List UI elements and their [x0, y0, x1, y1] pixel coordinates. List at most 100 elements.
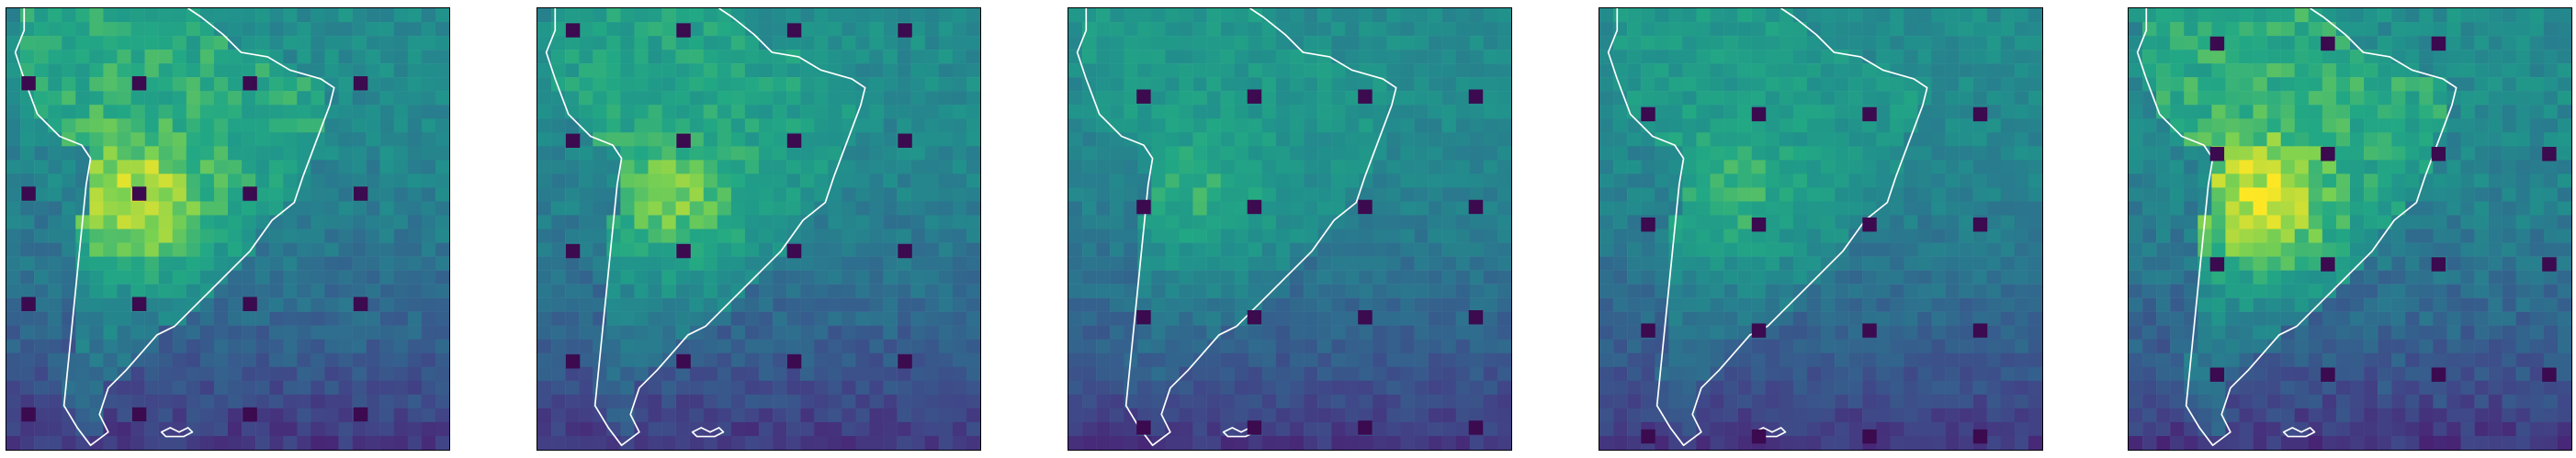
heatmap-cell: [186, 270, 201, 285]
heatmap-cell: [1876, 50, 1891, 64]
heatmap-cell: [703, 77, 718, 92]
heatmap-cell: [2474, 173, 2489, 188]
heatmap-cell: [1220, 394, 1235, 409]
heatmap-cell: [1096, 284, 1111, 298]
heatmap-cell: [537, 270, 552, 285]
heatmap-cell: [800, 366, 815, 382]
heatmap-cell: [393, 297, 409, 312]
heatmap-cell: [297, 187, 311, 202]
station-marker: [676, 133, 691, 148]
heatmap-cell: [1345, 297, 1360, 312]
heatmap-cell: [2142, 339, 2157, 354]
heatmap-cell: [1137, 77, 1152, 92]
heatmap-cell: [1165, 160, 1180, 174]
heatmap-cell: [213, 50, 229, 64]
heatmap-cell: [48, 118, 62, 133]
heatmap-cell: [1068, 146, 1083, 161]
heatmap-cell: [324, 173, 339, 188]
heatmap-cell: [786, 270, 801, 285]
heatmap-cell: [1904, 270, 1918, 285]
heatmap-cell: [648, 366, 662, 382]
heatmap-cell: [648, 187, 662, 202]
heatmap-cell: [828, 311, 842, 326]
heatmap-cell: [2543, 173, 2559, 188]
heatmap-cell: [759, 36, 774, 50]
heatmap-cell: [1751, 339, 1766, 354]
heatmap-cell: [1917, 36, 1932, 50]
heatmap-cell: [186, 366, 201, 382]
heatmap-cell: [1248, 284, 1263, 298]
heatmap-cell: [1206, 8, 1221, 23]
heatmap-cell: [2198, 8, 2212, 23]
heatmap-cell: [34, 394, 49, 409]
heatmap-cell: [2502, 105, 2516, 119]
heatmap-cell: [199, 118, 215, 133]
heatmap-cell: [1737, 91, 1752, 106]
heatmap-cell: [172, 284, 187, 298]
heatmap-cell: [730, 118, 746, 133]
heatmap-cell: [158, 201, 173, 216]
heatmap-cell: [158, 118, 173, 133]
heatmap-cell: [2391, 339, 2406, 354]
heatmap-cell: [1165, 201, 1180, 216]
heatmap-cell: [1904, 408, 1918, 423]
heatmap-cell: [1737, 36, 1752, 50]
heatmap-cell: [634, 77, 649, 92]
heatmap-cell: [324, 132, 339, 147]
heatmap-cell: [717, 173, 732, 188]
heatmap-cell: [1737, 339, 1752, 354]
heatmap-cell: [366, 36, 380, 50]
heatmap-cell: [2433, 22, 2447, 37]
heatmap-cell: [938, 173, 954, 188]
heatmap-cell: [1792, 229, 1808, 243]
heatmap-cell: [2446, 297, 2461, 312]
heatmap-cell: [1483, 311, 1498, 326]
heatmap-cell: [2000, 22, 2016, 37]
heatmap-cell: [1373, 270, 1387, 285]
heatmap-cell: [1304, 105, 1318, 119]
heatmap-cell: [773, 394, 787, 409]
heatmap-cell: [1441, 118, 1456, 133]
heatmap-cell: [242, 421, 256, 437]
heatmap-cell: [2198, 187, 2212, 202]
heatmap-cell: [1792, 91, 1808, 106]
heatmap-cell: [2225, 146, 2240, 161]
heatmap-cell: [1455, 22, 1471, 37]
heatmap-cell: [2170, 201, 2185, 216]
heatmap-cell: [869, 311, 884, 326]
heatmap-cell: [338, 408, 353, 423]
heatmap-cell: [242, 8, 256, 23]
station-marker: [1247, 420, 1262, 435]
heatmap-cell: [2184, 201, 2198, 216]
heatmap-cell: [1414, 77, 1429, 92]
heatmap-cell: [634, 408, 649, 423]
heatmap-cell: [48, 270, 62, 285]
heatmap-cell: [773, 160, 787, 174]
heatmap-cell: [324, 297, 339, 312]
heatmap-cell: [1737, 63, 1752, 78]
heatmap-cell: [2253, 8, 2267, 23]
heatmap-cell: [186, 187, 201, 202]
heatmap-cell: [952, 408, 967, 423]
heatmap-cell: [924, 91, 940, 106]
heatmap-cell: [1821, 297, 1836, 312]
heatmap-cell: [1373, 77, 1387, 92]
heatmap-cell: [2198, 77, 2212, 92]
heatmap-cell: [62, 201, 76, 216]
heatmap-cell: [1848, 118, 1863, 133]
heatmap-cell: [172, 229, 187, 243]
heatmap-cell: [1737, 118, 1752, 133]
heatmap-cell: [924, 352, 940, 368]
heatmap-cell: [1890, 339, 1904, 354]
heatmap-cell: [924, 173, 940, 188]
heatmap-cell: [1779, 8, 1794, 23]
heatmap-cell: [952, 284, 967, 298]
heatmap-cell: [20, 50, 35, 64]
heatmap-cell: [297, 215, 311, 229]
heatmap-cell: [1261, 187, 1277, 202]
heatmap-cell: [1373, 160, 1387, 174]
heatmap-cell: [1345, 339, 1360, 354]
heatmap-cell: [393, 215, 409, 229]
station-marker: [1358, 89, 1373, 104]
heatmap-cell: [661, 77, 676, 92]
